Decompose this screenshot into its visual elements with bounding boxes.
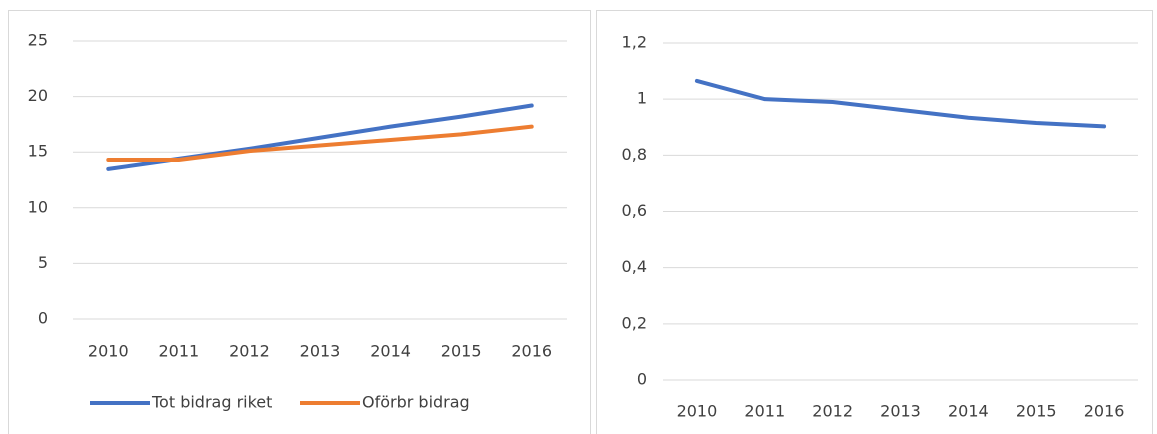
y-tick-label: 20 [28, 86, 48, 105]
x-tick-label: 2011 [158, 342, 199, 361]
x-tick-label: 2013 [300, 342, 341, 361]
x-tick-label: 2012 [812, 402, 853, 421]
y-tick-label: 0 [637, 370, 647, 389]
x-tick-label: 2016 [511, 342, 552, 361]
chart-frame [596, 10, 1153, 434]
y-tick-label: 0,6 [622, 201, 647, 220]
y-tick-label: 25 [28, 31, 48, 50]
y-tick-label: 15 [28, 142, 48, 161]
x-tick-label: 2010 [88, 342, 129, 361]
y-tick-label: 1 [637, 89, 647, 108]
y-tick-label: 1,2 [622, 33, 647, 52]
x-tick-label: 2014 [948, 402, 989, 421]
x-tick-label: 2016 [1084, 402, 1125, 421]
y-tick-label: 0,4 [622, 257, 647, 276]
y-tick-label: 5 [38, 253, 48, 272]
x-tick-label: 2015 [441, 342, 482, 361]
data-line [106, 124, 534, 162]
x-tick-label: 2013 [880, 402, 921, 421]
legend-label: Oförbr bidrag [362, 393, 470, 412]
y-tick-label: 10 [28, 197, 48, 216]
x-tick-label: 2011 [744, 402, 785, 421]
x-tick-label: 2012 [229, 342, 270, 361]
x-tick-label: 2010 [677, 402, 718, 421]
data-line [694, 78, 1107, 129]
y-tick-label: 0,2 [622, 313, 647, 332]
legend-label: Tot bidrag riket [151, 393, 272, 412]
y-tick-label: 0 [38, 309, 48, 328]
chart-frame [8, 10, 591, 434]
x-tick-label: 2014 [370, 342, 411, 361]
x-tick-label: 2015 [1016, 402, 1057, 421]
y-tick-label: 0,8 [622, 145, 647, 164]
